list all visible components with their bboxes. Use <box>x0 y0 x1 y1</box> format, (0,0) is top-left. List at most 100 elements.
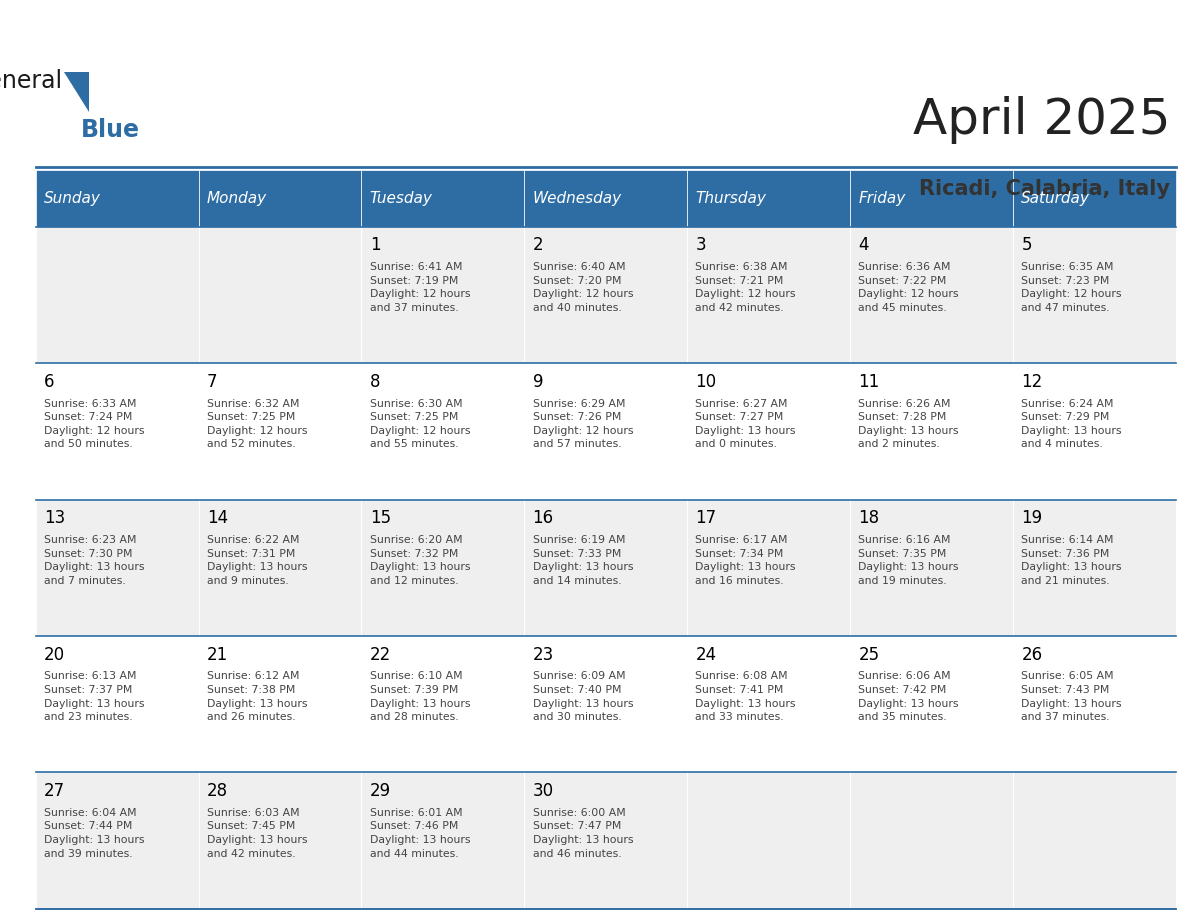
Bar <box>1013 499 1176 636</box>
Bar <box>198 636 361 772</box>
Bar <box>851 364 1013 499</box>
Bar <box>524 170 688 227</box>
Bar <box>688 364 851 499</box>
Bar <box>36 499 198 636</box>
Bar <box>524 772 688 909</box>
Text: Sunrise: 6:06 AM
Sunset: 7:42 PM
Daylight: 13 hours
and 35 minutes.: Sunrise: 6:06 AM Sunset: 7:42 PM Dayligh… <box>859 671 959 722</box>
Text: Sunrise: 6:26 AM
Sunset: 7:28 PM
Daylight: 13 hours
and 2 minutes.: Sunrise: 6:26 AM Sunset: 7:28 PM Dayligh… <box>859 398 959 450</box>
Text: Sunrise: 6:41 AM
Sunset: 7:19 PM
Daylight: 12 hours
and 37 minutes.: Sunrise: 6:41 AM Sunset: 7:19 PM Dayligh… <box>369 263 470 313</box>
Text: Sunrise: 6:23 AM
Sunset: 7:30 PM
Daylight: 13 hours
and 7 minutes.: Sunrise: 6:23 AM Sunset: 7:30 PM Dayligh… <box>44 535 144 586</box>
Text: Sunrise: 6:22 AM
Sunset: 7:31 PM
Daylight: 13 hours
and 9 minutes.: Sunrise: 6:22 AM Sunset: 7:31 PM Dayligh… <box>207 535 308 586</box>
Text: 10: 10 <box>695 373 716 391</box>
Bar <box>361 772 524 909</box>
Text: 27: 27 <box>44 782 65 800</box>
Text: Sunrise: 6:01 AM
Sunset: 7:46 PM
Daylight: 13 hours
and 44 minutes.: Sunrise: 6:01 AM Sunset: 7:46 PM Dayligh… <box>369 808 470 858</box>
Text: 6: 6 <box>44 373 55 391</box>
Text: Thursday: Thursday <box>695 191 766 206</box>
Bar <box>524 227 688 364</box>
Text: Sunrise: 6:19 AM
Sunset: 7:33 PM
Daylight: 13 hours
and 14 minutes.: Sunrise: 6:19 AM Sunset: 7:33 PM Dayligh… <box>532 535 633 586</box>
Text: 8: 8 <box>369 373 380 391</box>
Bar <box>1013 170 1176 227</box>
Bar <box>688 636 851 772</box>
Bar <box>524 364 688 499</box>
Text: Ricadi, Calabria, Italy: Ricadi, Calabria, Italy <box>920 179 1170 199</box>
Bar <box>198 499 361 636</box>
Text: Sunrise: 6:14 AM
Sunset: 7:36 PM
Daylight: 13 hours
and 21 minutes.: Sunrise: 6:14 AM Sunset: 7:36 PM Dayligh… <box>1022 535 1121 586</box>
Text: 18: 18 <box>859 509 879 527</box>
Text: 30: 30 <box>532 782 554 800</box>
Text: Sunrise: 6:08 AM
Sunset: 7:41 PM
Daylight: 13 hours
and 33 minutes.: Sunrise: 6:08 AM Sunset: 7:41 PM Dayligh… <box>695 671 796 722</box>
Text: Sunrise: 6:16 AM
Sunset: 7:35 PM
Daylight: 13 hours
and 19 minutes.: Sunrise: 6:16 AM Sunset: 7:35 PM Dayligh… <box>859 535 959 586</box>
Text: 22: 22 <box>369 645 391 664</box>
Text: Sunrise: 6:40 AM
Sunset: 7:20 PM
Daylight: 12 hours
and 40 minutes.: Sunrise: 6:40 AM Sunset: 7:20 PM Dayligh… <box>532 263 633 313</box>
Text: April 2025: April 2025 <box>912 96 1170 144</box>
Text: 21: 21 <box>207 645 228 664</box>
Bar <box>688 772 851 909</box>
Text: 3: 3 <box>695 236 706 254</box>
Text: Sunrise: 6:32 AM
Sunset: 7:25 PM
Daylight: 12 hours
and 52 minutes.: Sunrise: 6:32 AM Sunset: 7:25 PM Dayligh… <box>207 398 308 450</box>
Text: Sunrise: 6:35 AM
Sunset: 7:23 PM
Daylight: 12 hours
and 47 minutes.: Sunrise: 6:35 AM Sunset: 7:23 PM Dayligh… <box>1022 263 1121 313</box>
Text: 29: 29 <box>369 782 391 800</box>
Text: 28: 28 <box>207 782 228 800</box>
Text: 7: 7 <box>207 373 217 391</box>
Text: 9: 9 <box>532 373 543 391</box>
Bar <box>198 772 361 909</box>
Bar <box>36 772 198 909</box>
Text: 14: 14 <box>207 509 228 527</box>
Bar <box>851 170 1013 227</box>
Text: 5: 5 <box>1022 236 1032 254</box>
Text: 16: 16 <box>532 509 554 527</box>
Bar <box>851 772 1013 909</box>
Bar <box>524 636 688 772</box>
Text: 23: 23 <box>532 645 554 664</box>
Bar <box>361 364 524 499</box>
Text: 1: 1 <box>369 236 380 254</box>
Bar <box>688 499 851 636</box>
Text: Sunrise: 6:04 AM
Sunset: 7:44 PM
Daylight: 13 hours
and 39 minutes.: Sunrise: 6:04 AM Sunset: 7:44 PM Dayligh… <box>44 808 144 858</box>
Text: Sunrise: 6:30 AM
Sunset: 7:25 PM
Daylight: 12 hours
and 55 minutes.: Sunrise: 6:30 AM Sunset: 7:25 PM Dayligh… <box>369 398 470 450</box>
Text: Blue: Blue <box>81 118 140 141</box>
Bar <box>198 364 361 499</box>
Bar <box>688 227 851 364</box>
Text: Sunrise: 6:27 AM
Sunset: 7:27 PM
Daylight: 13 hours
and 0 minutes.: Sunrise: 6:27 AM Sunset: 7:27 PM Dayligh… <box>695 398 796 450</box>
Text: Sunrise: 6:09 AM
Sunset: 7:40 PM
Daylight: 13 hours
and 30 minutes.: Sunrise: 6:09 AM Sunset: 7:40 PM Dayligh… <box>532 671 633 722</box>
Text: Sunrise: 6:12 AM
Sunset: 7:38 PM
Daylight: 13 hours
and 26 minutes.: Sunrise: 6:12 AM Sunset: 7:38 PM Dayligh… <box>207 671 308 722</box>
Text: Sunday: Sunday <box>44 191 101 206</box>
Text: Sunrise: 6:24 AM
Sunset: 7:29 PM
Daylight: 13 hours
and 4 minutes.: Sunrise: 6:24 AM Sunset: 7:29 PM Dayligh… <box>1022 398 1121 450</box>
Bar <box>36 636 198 772</box>
Bar <box>36 170 198 227</box>
Text: 24: 24 <box>695 645 716 664</box>
Text: Sunrise: 6:36 AM
Sunset: 7:22 PM
Daylight: 12 hours
and 45 minutes.: Sunrise: 6:36 AM Sunset: 7:22 PM Dayligh… <box>859 263 959 313</box>
Text: Sunrise: 6:00 AM
Sunset: 7:47 PM
Daylight: 13 hours
and 46 minutes.: Sunrise: 6:00 AM Sunset: 7:47 PM Dayligh… <box>532 808 633 858</box>
Bar <box>1013 364 1176 499</box>
Text: General: General <box>0 69 63 93</box>
Text: 15: 15 <box>369 509 391 527</box>
Polygon shape <box>64 72 89 112</box>
Bar <box>688 170 851 227</box>
Text: Monday: Monday <box>207 191 267 206</box>
Bar <box>361 499 524 636</box>
Text: Sunrise: 6:33 AM
Sunset: 7:24 PM
Daylight: 12 hours
and 50 minutes.: Sunrise: 6:33 AM Sunset: 7:24 PM Dayligh… <box>44 398 144 450</box>
Text: Sunrise: 6:29 AM
Sunset: 7:26 PM
Daylight: 12 hours
and 57 minutes.: Sunrise: 6:29 AM Sunset: 7:26 PM Dayligh… <box>532 398 633 450</box>
Text: Friday: Friday <box>859 191 905 206</box>
Bar <box>198 170 361 227</box>
Text: 25: 25 <box>859 645 879 664</box>
Text: Sunrise: 6:03 AM
Sunset: 7:45 PM
Daylight: 13 hours
and 42 minutes.: Sunrise: 6:03 AM Sunset: 7:45 PM Dayligh… <box>207 808 308 858</box>
Text: 11: 11 <box>859 373 879 391</box>
Bar <box>1013 227 1176 364</box>
Bar <box>851 636 1013 772</box>
Text: 17: 17 <box>695 509 716 527</box>
Bar <box>851 227 1013 364</box>
Bar <box>1013 636 1176 772</box>
Bar <box>361 170 524 227</box>
Text: Tuesday: Tuesday <box>369 191 432 206</box>
Text: 19: 19 <box>1022 509 1042 527</box>
Text: 4: 4 <box>859 236 868 254</box>
Bar <box>851 499 1013 636</box>
Text: 2: 2 <box>532 236 543 254</box>
Text: Sunrise: 6:20 AM
Sunset: 7:32 PM
Daylight: 13 hours
and 12 minutes.: Sunrise: 6:20 AM Sunset: 7:32 PM Dayligh… <box>369 535 470 586</box>
Bar <box>524 499 688 636</box>
Bar <box>361 227 524 364</box>
Text: Wednesday: Wednesday <box>532 191 621 206</box>
Text: 13: 13 <box>44 509 65 527</box>
